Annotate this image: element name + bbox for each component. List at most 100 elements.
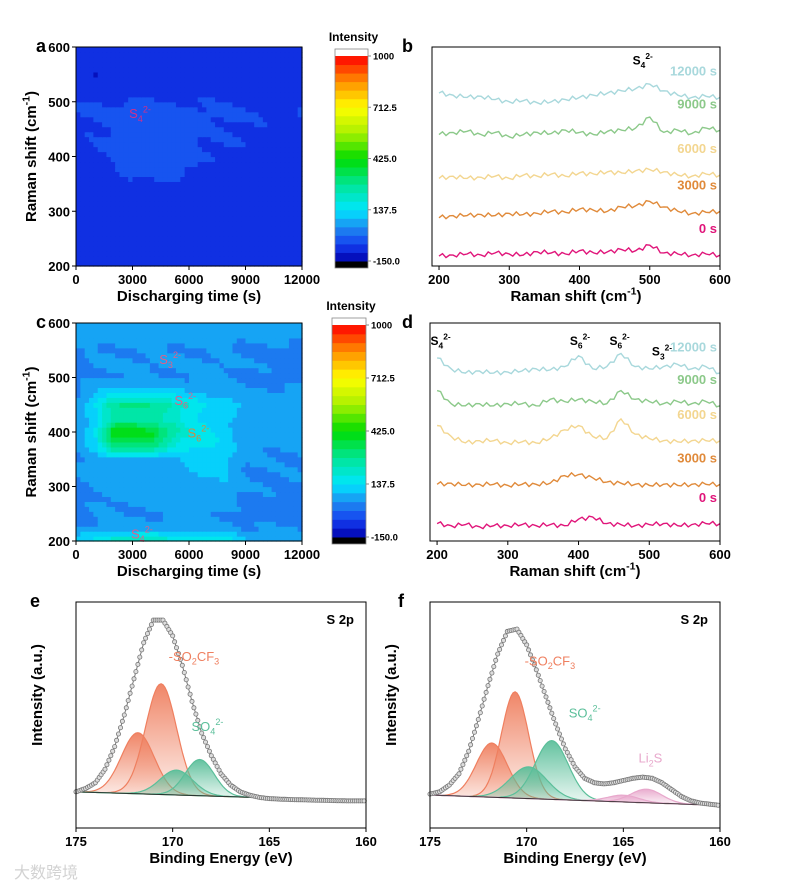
heatmap-cell <box>223 61 229 68</box>
heatmap-cell <box>236 91 242 98</box>
heatmap-cell <box>267 451 273 458</box>
heatmap-cell <box>241 531 247 537</box>
heatmap-cell <box>154 241 160 247</box>
heatmap-cell <box>210 91 216 98</box>
heatmap-cell <box>175 446 181 453</box>
heatmap-cell <box>80 66 86 73</box>
heatmap-cell <box>171 111 177 118</box>
heatmap-cell <box>258 51 264 58</box>
heatmap-cell <box>128 367 134 374</box>
heatmap-cell <box>123 156 129 163</box>
heatmap-cell <box>258 221 264 227</box>
heatmap-cell <box>258 131 264 138</box>
heatmap-cell <box>171 451 177 458</box>
heatmap-cell <box>97 516 103 522</box>
heatmap-cell <box>206 166 212 173</box>
heatmap-cell <box>241 256 247 262</box>
heatmap-cell <box>184 372 190 379</box>
heatmap-cell <box>80 91 86 98</box>
heatmap-cell <box>84 422 90 428</box>
heatmap-cell <box>84 116 90 123</box>
heatmap-cell <box>110 81 116 88</box>
heatmap-cell <box>141 246 147 252</box>
heatmap-cell <box>97 521 103 527</box>
heatmap-cell <box>254 91 260 98</box>
species-annotation: S42- <box>129 104 151 124</box>
heatmap-cell <box>223 151 229 158</box>
heatmap-cell <box>245 491 251 497</box>
heatmap-cell <box>241 131 247 138</box>
heatmap-cell <box>254 471 260 478</box>
heatmap-cell <box>193 236 199 242</box>
heatmap-cell <box>119 323 125 329</box>
heatmap-cell <box>275 56 281 63</box>
heatmap-cell <box>262 357 268 364</box>
heatmap-cell <box>180 362 186 369</box>
heatmap-cell <box>93 81 99 88</box>
heatmap-cell <box>223 171 229 178</box>
colorbar-band <box>335 132 368 142</box>
heatmap-cell <box>254 156 260 163</box>
heatmap-cell <box>284 446 290 453</box>
heatmap-cell <box>228 171 234 178</box>
heatmap-cell <box>93 101 99 108</box>
heatmap-cell <box>93 461 99 468</box>
heatmap-cell <box>89 441 94 448</box>
heatmap-cell <box>275 121 281 128</box>
heatmap-cell <box>236 412 242 418</box>
heatmap-cell <box>180 432 186 438</box>
heatmap-cell <box>249 71 255 78</box>
heatmap-cell <box>158 141 164 148</box>
heatmap-cell <box>232 66 238 73</box>
heatmap-cell <box>249 496 255 502</box>
heatmap-cell <box>202 451 207 458</box>
heatmap-cell <box>97 106 103 113</box>
heatmap-cell <box>249 141 255 148</box>
heatmap-cell <box>241 323 247 329</box>
heatmap-cell <box>76 96 81 103</box>
heatmap-cell <box>175 241 181 247</box>
heatmap-cell <box>89 506 94 512</box>
heatmap-cell <box>115 231 121 237</box>
heatmap-cell <box>102 417 108 423</box>
heatmap-cell <box>149 491 155 497</box>
heatmap-cell <box>241 367 247 374</box>
heatmap-cell <box>123 181 129 187</box>
heatmap-cell <box>171 71 177 78</box>
heatmap-cell <box>180 427 186 433</box>
heatmap-cell <box>189 191 194 197</box>
heatmap-cell <box>110 47 116 53</box>
heatmap-cell <box>245 141 251 148</box>
heatmap-cell <box>297 521 303 527</box>
heatmap-cell <box>80 536 86 542</box>
heatmap-cell <box>167 186 173 192</box>
heatmap-cell <box>93 96 99 103</box>
heatmap-cell <box>219 256 225 262</box>
heatmap-cell <box>167 506 173 512</box>
heatmap-cell <box>149 352 155 359</box>
heatmap-cell <box>184 96 190 103</box>
heatmap-cell <box>245 76 251 83</box>
heatmap-cell <box>123 372 129 379</box>
heatmap-cell <box>189 221 194 227</box>
heatmap-cell <box>215 486 221 493</box>
heatmap-cell <box>97 96 103 103</box>
heatmap-cell <box>241 352 247 359</box>
heatmap-cell <box>249 256 255 262</box>
heatmap-cell <box>258 427 264 433</box>
heatmap-cell <box>145 51 151 58</box>
heatmap-cell <box>106 61 112 68</box>
heatmap-cell <box>106 511 112 517</box>
heatmap-cell <box>254 86 260 93</box>
heatmap-cell <box>210 101 216 108</box>
heatmap-cell <box>136 501 142 507</box>
heatmap-cell <box>267 481 273 488</box>
heatmap-cell <box>219 196 225 202</box>
heatmap-cell <box>167 246 173 252</box>
heatmap-cell <box>141 151 147 158</box>
heatmap-cell <box>245 342 251 349</box>
heatmap-cell <box>193 256 199 262</box>
heatmap-cell <box>249 436 255 443</box>
heatmap-cell <box>136 47 142 53</box>
envelope-marker <box>148 622 154 628</box>
